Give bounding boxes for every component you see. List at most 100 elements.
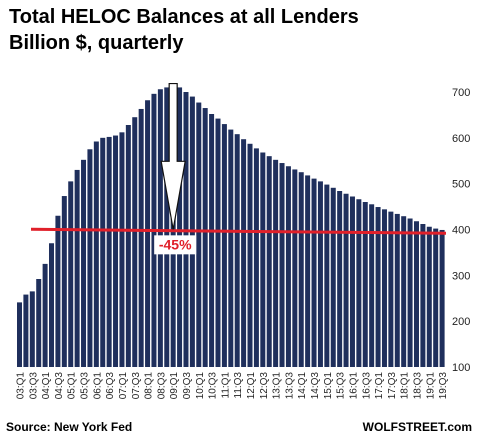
x-tick-label: 12:Q3 <box>259 372 270 400</box>
bar-05:Q4 <box>87 149 93 367</box>
bar-15:Q3 <box>337 191 343 367</box>
bar-14:Q4 <box>317 181 323 368</box>
bar-17:Q2 <box>381 209 387 367</box>
bar-18:Q4 <box>420 224 426 367</box>
bar-06:Q3 <box>106 136 112 367</box>
bar-03:Q3 <box>29 291 35 368</box>
bar-07:Q2 <box>125 125 131 367</box>
bar-15:Q4 <box>343 193 349 367</box>
x-tick-label: 06:Q1 <box>92 372 103 400</box>
x-tick-label: 03:Q1 <box>16 372 27 400</box>
bar-17:Q4 <box>394 213 400 367</box>
y-tick-label: 200 <box>452 316 470 328</box>
x-tick-label: 05:Q3 <box>80 372 91 400</box>
bar-18:Q3 <box>413 221 419 367</box>
bar-16:Q1 <box>349 196 355 367</box>
x-tick-label: 13:Q3 <box>284 372 295 400</box>
bar-16:Q4 <box>369 204 375 367</box>
bar-03:Q1 <box>17 302 22 368</box>
x-tick-label: 19:Q1 <box>425 372 436 400</box>
bar-14:Q3 <box>311 178 317 367</box>
annotation-box <box>154 235 197 255</box>
bar-04:Q4 <box>61 196 67 367</box>
x-tick-label: 11:Q3 <box>233 372 244 399</box>
bar-19:Q2 <box>433 228 439 367</box>
bar-17:Q1 <box>375 207 381 367</box>
bar-06:Q1 <box>93 141 99 367</box>
x-tick-label: 18:Q3 <box>413 372 424 400</box>
bar-10:Q3 <box>209 114 215 367</box>
bar-12:Q2 <box>253 148 259 368</box>
bar-18:Q2 <box>407 218 413 367</box>
bar-16:Q2 <box>356 199 362 367</box>
bar-04:Q2 <box>49 243 55 367</box>
x-tick-label: 18:Q1 <box>400 372 411 400</box>
bar-18:Q1 <box>401 216 407 367</box>
bar-12:Q3 <box>260 152 266 367</box>
x-tick-label: 15:Q3 <box>336 372 347 400</box>
bar-04:Q1 <box>42 263 48 368</box>
x-tick-label: 11:Q1 <box>220 372 231 399</box>
x-tick-label: 08:Q3 <box>156 372 167 400</box>
x-tick-label: 13:Q1 <box>272 372 283 400</box>
y-tick-label: 500 <box>452 179 470 191</box>
x-tick-label: 09:Q1 <box>169 372 180 400</box>
bar-12:Q1 <box>247 143 253 367</box>
x-tick-label: 16:Q3 <box>361 372 372 400</box>
x-tick-label: 04:Q3 <box>54 372 65 400</box>
chart-title: Total HELOC Balances at all Lenders <box>9 6 359 28</box>
y-tick-label: 400 <box>452 225 470 237</box>
annotation-label: -45% <box>159 236 192 252</box>
bar-11:Q2 <box>228 129 234 367</box>
bar-11:Q1 <box>221 124 227 367</box>
source-note: Source: New York Fed <box>6 420 133 434</box>
bar-15:Q2 <box>330 187 336 367</box>
x-axis-ticks: 03:Q1 03:Q3 04:Q1 04:Q3 05:Q1 05:Q3 06:Q1 06:Q3… <box>16 372 450 400</box>
chart-subtitle: Billion $, quarterly <box>9 32 184 54</box>
bar-11:Q3 <box>234 134 240 367</box>
x-tick-label: 09:Q3 <box>182 372 193 400</box>
decline-arrow-icon <box>160 82 186 230</box>
x-tick-label: 15:Q1 <box>323 372 334 400</box>
x-tick-label: 17:Q1 <box>374 372 385 400</box>
x-tick-label: 14:Q3 <box>310 372 321 400</box>
x-tick-label: 10:Q1 <box>195 372 206 400</box>
bar-07:Q4 <box>138 108 144 368</box>
y-tick-label: 300 <box>452 270 470 282</box>
bar-19:Q3 <box>439 229 445 367</box>
x-tick-label: 07:Q3 <box>131 372 142 400</box>
bar-13:Q4 <box>292 169 298 367</box>
bar-13:Q3 <box>285 166 291 367</box>
bar-13:Q1 <box>273 159 279 367</box>
bar-10:Q4 <box>215 118 221 367</box>
bar-14:Q2 <box>305 175 311 367</box>
x-tick-label: 19:Q3 <box>438 372 449 400</box>
bar-09:Q2 <box>177 87 183 368</box>
bar-04:Q3 <box>55 215 61 367</box>
x-tick-label: 17:Q3 <box>387 372 398 400</box>
bar-11:Q4 <box>241 139 247 367</box>
y-tick-label: 100 <box>452 362 470 374</box>
x-tick-label: 03:Q3 <box>28 372 39 400</box>
bar-08:Q3 <box>157 89 163 367</box>
bar-05:Q1 <box>68 181 74 368</box>
x-tick-label: 14:Q1 <box>297 372 308 400</box>
bar-12:Q4 <box>266 156 272 367</box>
bar-10:Q2 <box>202 108 208 367</box>
bar-10:Q1 <box>196 102 202 367</box>
x-tick-label: 04:Q1 <box>41 372 52 400</box>
x-tick-label: 16:Q1 <box>349 372 360 400</box>
bar-08:Q1 <box>145 100 151 367</box>
y-tick-label: 700 <box>452 87 470 99</box>
bar-06:Q2 <box>100 137 106 367</box>
bar-05:Q3 <box>81 159 87 367</box>
bar-05:Q2 <box>74 169 80 367</box>
bar-17:Q3 <box>388 211 394 367</box>
y-tick-label: 600 <box>452 133 470 145</box>
y-axis-ticks: 100 200 300 400 500 600 700 <box>452 87 470 374</box>
bar-06:Q4 <box>113 135 119 367</box>
x-tick-label: 12:Q1 <box>246 372 257 400</box>
bar-07:Q3 <box>132 117 138 368</box>
x-tick-label: 10:Q3 <box>208 372 219 400</box>
